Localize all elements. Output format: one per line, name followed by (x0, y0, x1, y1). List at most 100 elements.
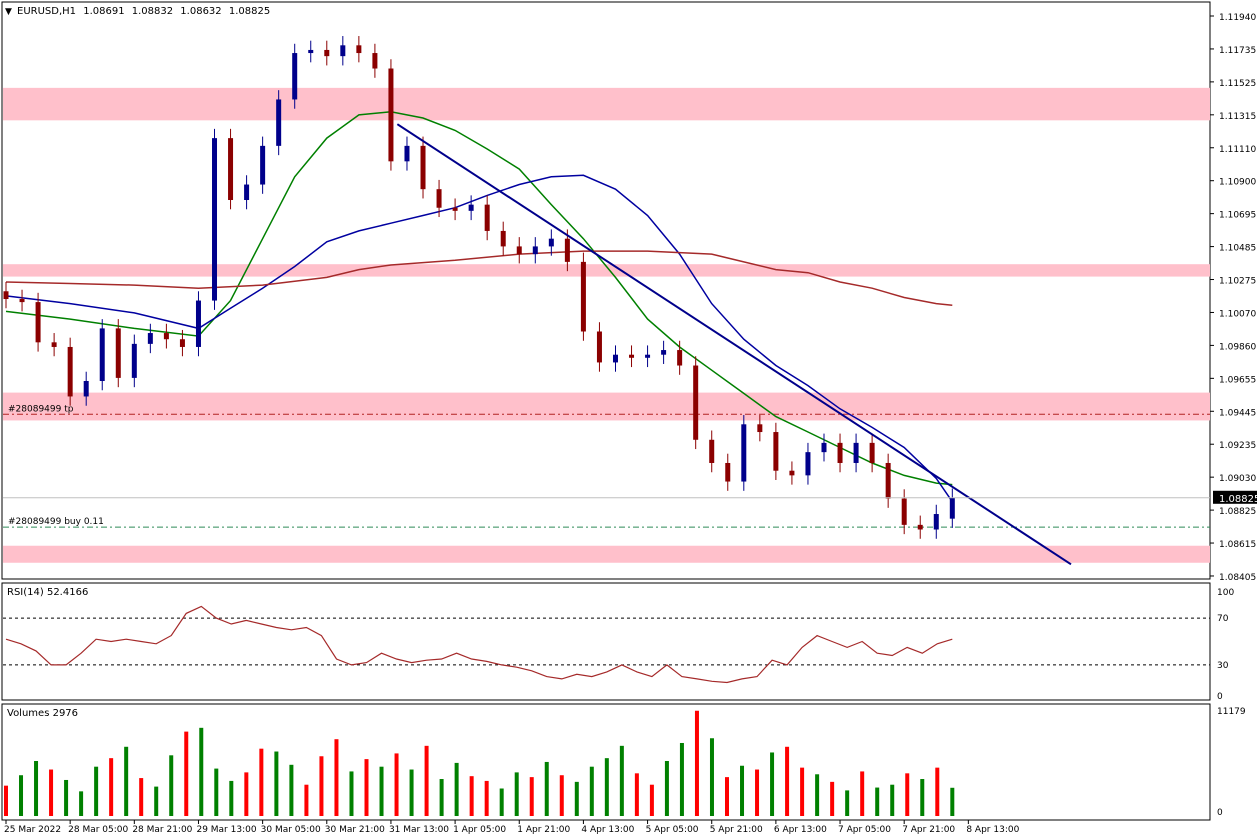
rsi-tick-label-0: 100 (1217, 588, 1234, 598)
candle-body-28 (452, 207, 458, 211)
candle-body-59 (949, 497, 955, 519)
volume-bar-42 (634, 773, 639, 816)
candle-body-34 (548, 238, 554, 247)
time-tick-label-11: 5 Apr 21:00 (710, 825, 763, 835)
candle-body-51 (821, 442, 827, 453)
volume-bar-6 (94, 766, 99, 816)
volume-bar-50 (755, 769, 760, 816)
candle-body-30 (484, 204, 490, 231)
moving-average-2 (5, 174, 953, 503)
candle-body-52 (837, 442, 843, 463)
volume-bar-37 (559, 775, 564, 816)
volume-bar-22 (334, 739, 339, 816)
time-axis: 25 Mar 2022 28 Mar 05:00 28 Mar 21:00 29 Ma… (2, 819, 1210, 835)
triangle-dropdown-icon[interactable]: ▼ (5, 7, 12, 17)
price-tick-label-6: 1.10695 (1219, 211, 1256, 221)
volume-bar-45 (679, 742, 684, 816)
volume-bar-15 (229, 780, 234, 816)
volume-bar-34 (514, 772, 519, 816)
volume-bar-21 (319, 756, 324, 816)
volume-bar-14 (214, 768, 219, 816)
current-price-tag: 1.08825 (1213, 490, 1260, 505)
time-tick-label-5: 30 Mar 21:00 (325, 825, 385, 835)
volume-bar-33 (499, 788, 504, 816)
volume-bar-62 (935, 767, 940, 816)
candle-body-42 (677, 350, 683, 366)
rsi-panel[interactable] (1, 582, 1211, 701)
volume-histogram (4, 710, 955, 816)
volume-bar-0 (4, 785, 8, 816)
volume-bar-40 (604, 758, 609, 816)
price-tick-label-2: 1.11525 (1219, 79, 1256, 89)
low-price: 1.08632 (180, 6, 221, 17)
volume-bar-4 (64, 779, 69, 816)
main-price-panel[interactable] (1, 1, 1211, 580)
price-tick-label-13: 1.09235 (1219, 441, 1256, 451)
candle-body-7 (115, 328, 121, 378)
volume-bar-51 (770, 752, 775, 816)
order-lines[interactable]: #28089499 tp #28089499 buy 0.11 (3, 404, 1210, 528)
order-line-label-2: #28089499 buy 0.11 (8, 517, 104, 527)
price-tick-label-16: 1.08615 (1219, 540, 1256, 550)
volume-bar-55 (830, 781, 835, 816)
candle-body-31 (500, 230, 506, 247)
open-price: 1.08691 (83, 6, 124, 17)
candle-body-21 (340, 45, 346, 57)
volume-bar-1 (19, 775, 24, 816)
candle-body-36 (580, 261, 586, 332)
current-price-tag-bg (1213, 490, 1257, 504)
candle-body-48 (773, 432, 779, 471)
volume-bar-56 (845, 790, 850, 816)
volume-bar-26 (394, 753, 399, 816)
volume-bar-20 (304, 784, 309, 816)
volume-bar-46 (694, 710, 699, 816)
volume-bar-57 (860, 771, 865, 816)
volume-bar-8 (124, 746, 129, 816)
candle-body-54 (869, 442, 875, 463)
volume-bar-35 (529, 777, 534, 816)
rsi-line (5, 605, 953, 684)
volume-bar-38 (574, 781, 579, 816)
time-tick-label-12: 6 Apr 13:00 (774, 825, 827, 835)
volume-bar-59 (890, 784, 895, 816)
volume-tick-label-max: 11179 (1217, 707, 1246, 717)
symbol-header: EURUSD,H1 1.08691 1.08832 1.08632 1.0882… (17, 6, 270, 17)
volume-bar-29 (439, 779, 444, 816)
candle-body-17 (276, 99, 282, 146)
candlestick-series (3, 36, 955, 539)
candle-body-38 (612, 354, 618, 363)
price-tick-label-17: 1.08405 (1219, 573, 1256, 583)
price-tick-label-4: 1.11110 (1219, 145, 1256, 155)
volume-bar-32 (484, 780, 489, 816)
candle-body-22 (356, 45, 362, 54)
volumes-label: Volumes 2976 (7, 708, 78, 719)
candle-body-46 (741, 424, 747, 482)
volume-bar-17 (259, 748, 264, 816)
candle-body-23 (372, 53, 378, 69)
candle-body-14 (228, 138, 234, 201)
candle-body-35 (564, 238, 570, 262)
current-price-value: 1.08825 (1219, 494, 1260, 505)
volume-bar-18 (274, 751, 279, 816)
candle-body-3 (51, 342, 57, 347)
price-tick-label-15: 1.08825 (1219, 507, 1256, 517)
candle-body-8 (131, 343, 137, 378)
volume-bar-19 (289, 764, 294, 816)
volume-bar-11 (169, 755, 174, 816)
zone-4 (3, 545, 1210, 563)
price-tick-label-7: 1.10485 (1219, 244, 1256, 254)
volume-bar-30 (454, 762, 459, 816)
candle-body-29 (468, 204, 474, 211)
volume-bar-28 (424, 745, 429, 816)
volume-bar-5 (79, 791, 84, 816)
candle-body-1 (19, 299, 25, 303)
candle-body-13 (212, 138, 218, 301)
candle-body-43 (693, 365, 699, 440)
zone-2 (3, 264, 1210, 277)
symbol-name: EURUSD,H1 (17, 6, 76, 17)
trendline[interactable] (396, 123, 1072, 566)
zone-3 (3, 392, 1210, 421)
candle-body-39 (629, 354, 635, 358)
candle-body-33 (532, 246, 538, 255)
